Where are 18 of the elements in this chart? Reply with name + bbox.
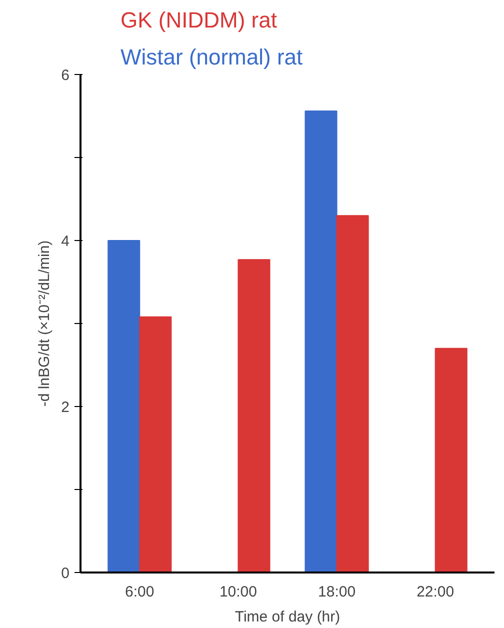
y-axis-title: -d lnBG/dt (×10⁻²/dL/min)	[36, 240, 54, 407]
series-label: Wistar (normal) rat	[120, 44, 303, 70]
bar	[336, 215, 369, 572]
x-tick-label: 10:00	[219, 584, 257, 600]
y-tick-label: 4	[61, 233, 70, 250]
bar	[238, 259, 270, 572]
x-axis-title: Time of day (hr)	[234, 608, 340, 626]
y-tick-label: 6	[61, 67, 70, 84]
y-tick-label: 0	[61, 565, 70, 582]
y-tick-label: 2	[61, 399, 70, 416]
bar	[304, 110, 338, 572]
bar	[139, 316, 172, 572]
bar	[108, 240, 140, 572]
bar	[434, 348, 468, 572]
x-tick-label: 22:00	[416, 584, 454, 600]
text: GK (NIDDM) rat	[120, 8, 277, 32]
x-tick-label: 18:00	[318, 584, 356, 600]
x-tick-label: 6:00	[125, 584, 154, 600]
